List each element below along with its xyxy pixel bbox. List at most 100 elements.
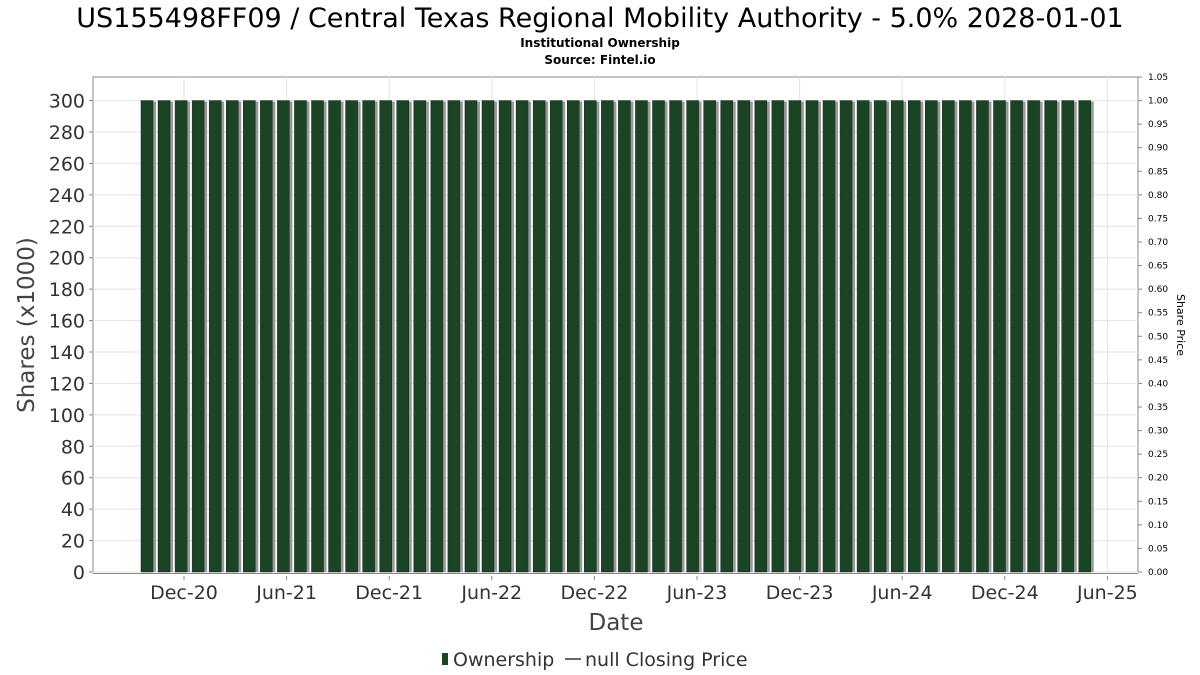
bar-shadow — [476, 101, 480, 573]
ownership-bar — [942, 100, 955, 573]
ownership-bar — [515, 100, 529, 573]
ownership-bar — [328, 100, 341, 573]
y2-tick-label: 0.35 — [1148, 403, 1168, 413]
x-tick-label: Jun-23 — [666, 582, 728, 604]
ownership-bar — [1061, 100, 1074, 573]
ownership-bar — [890, 100, 904, 573]
ownership-bar — [1010, 100, 1023, 573]
bar-shadow — [425, 101, 429, 573]
ownership-bar — [584, 100, 597, 573]
y-tick-label: 120 — [49, 373, 85, 395]
bar-shadow — [153, 101, 156, 573]
bar-shadow — [647, 101, 651, 573]
y-tick-label: 260 — [49, 153, 85, 175]
bar-shadow — [732, 101, 736, 573]
bar-shadow — [459, 101, 463, 573]
ownership-bar — [464, 100, 478, 573]
ownership-bar — [839, 100, 853, 573]
x-tick-label: Jun-21 — [255, 582, 317, 604]
ownership-bar — [362, 100, 375, 573]
y2-tick-label: 0.25 — [1148, 450, 1168, 460]
bar-shadow — [664, 101, 668, 573]
chart-subtitle-source: Source: Fintel.io — [544, 53, 655, 67]
legend-price-label: null Closing Price — [585, 649, 748, 671]
chart-title: US155498FF09 / Central Texas Regional Mo… — [76, 3, 1123, 34]
bar-shadow — [903, 101, 907, 573]
bar-shadow — [289, 101, 293, 573]
bar-shadow — [221, 101, 225, 573]
ownership-bar — [686, 100, 699, 573]
bar-shadow — [357, 101, 361, 573]
y-tick-label: 220 — [49, 216, 85, 238]
bar-shadow — [204, 101, 208, 573]
y2-tick-label: 0.85 — [1148, 167, 1168, 177]
bar-shadow — [494, 101, 497, 573]
bar-shadow — [971, 101, 975, 573]
bar-shadow — [698, 101, 702, 573]
y-tick-label: 180 — [49, 279, 85, 301]
ownership-bar — [243, 100, 256, 573]
ownership-bar — [959, 100, 972, 573]
y2-tick-label: 0.40 — [1148, 379, 1168, 389]
y2-tick-label: 0.45 — [1148, 356, 1168, 366]
ownership-bar — [447, 100, 461, 573]
bar-shadow — [374, 101, 378, 573]
y2-tick-label: 0.55 — [1148, 309, 1168, 319]
x-tick-label: Jun-22 — [460, 582, 522, 604]
y2-tick-label: 0.65 — [1148, 262, 1168, 272]
y2-tick-label: 0.70 — [1148, 238, 1168, 248]
ownership-bar — [771, 100, 785, 573]
y-tick-label: 20 — [61, 531, 85, 553]
bar-shadow — [391, 101, 395, 573]
bar-shadow — [1022, 101, 1026, 573]
y2-tick-label: 0.10 — [1148, 521, 1168, 531]
bar-shadow — [783, 101, 787, 573]
bar-shadow — [408, 101, 412, 573]
bar-shadow — [1073, 101, 1077, 573]
ownership-bar — [1078, 100, 1091, 573]
ownership-bar — [1027, 100, 1040, 573]
ownership-bar — [174, 100, 188, 573]
bar-shadow — [596, 101, 600, 573]
bar-shadow — [545, 101, 549, 573]
bar-shadow — [579, 101, 583, 573]
y-tick-label: 0 — [73, 562, 85, 584]
bar-shadow — [886, 101, 890, 573]
y2-tick-label: 0.60 — [1148, 285, 1168, 295]
bar-shadow — [528, 101, 532, 573]
x-tick-label: Dec-21 — [355, 582, 423, 604]
ownership-bar — [567, 100, 580, 573]
ownership-bar — [720, 100, 733, 573]
ownership-bar — [993, 100, 1006, 573]
y2-tick-label: 0.50 — [1148, 332, 1168, 342]
y2-tick-label: 0.20 — [1148, 474, 1168, 484]
legend: Ownership null Closing Price — [442, 649, 748, 671]
bar-shadow — [323, 101, 327, 573]
ownership-bar — [549, 100, 563, 573]
bar-shadow — [988, 101, 992, 573]
ownership-bar — [311, 100, 324, 573]
ownership-bar — [822, 100, 836, 573]
ownership-bar — [788, 100, 802, 573]
x-axis-label: Date — [589, 610, 644, 636]
ownership-bar — [379, 100, 392, 573]
axes: 0 20 40 60 80 100 120 140 160 180 200 220 240 260 280 3… — [49, 73, 1169, 604]
ownership-bar — [345, 100, 358, 573]
y-tick-label: 40 — [61, 499, 85, 521]
y-tick-label: 280 — [49, 122, 85, 144]
bar-shadow — [681, 101, 685, 573]
ownership-bar — [140, 100, 154, 573]
bar-series — [140, 100, 1094, 573]
bar-shadow — [766, 101, 770, 573]
x-tick-label: Jun-24 — [871, 582, 933, 604]
bar-shadow — [954, 101, 958, 573]
y2-tick-label: 1.05 — [1148, 73, 1168, 83]
x-tick-label: Dec-24 — [971, 582, 1039, 604]
bar-shadow — [749, 101, 753, 573]
ownership-bar — [532, 100, 546, 573]
ownership-bar — [430, 100, 444, 573]
y2-tick-label: 0.80 — [1148, 191, 1168, 201]
bar-shadow — [187, 101, 191, 573]
y2-tick-label: 0.15 — [1148, 497, 1168, 507]
